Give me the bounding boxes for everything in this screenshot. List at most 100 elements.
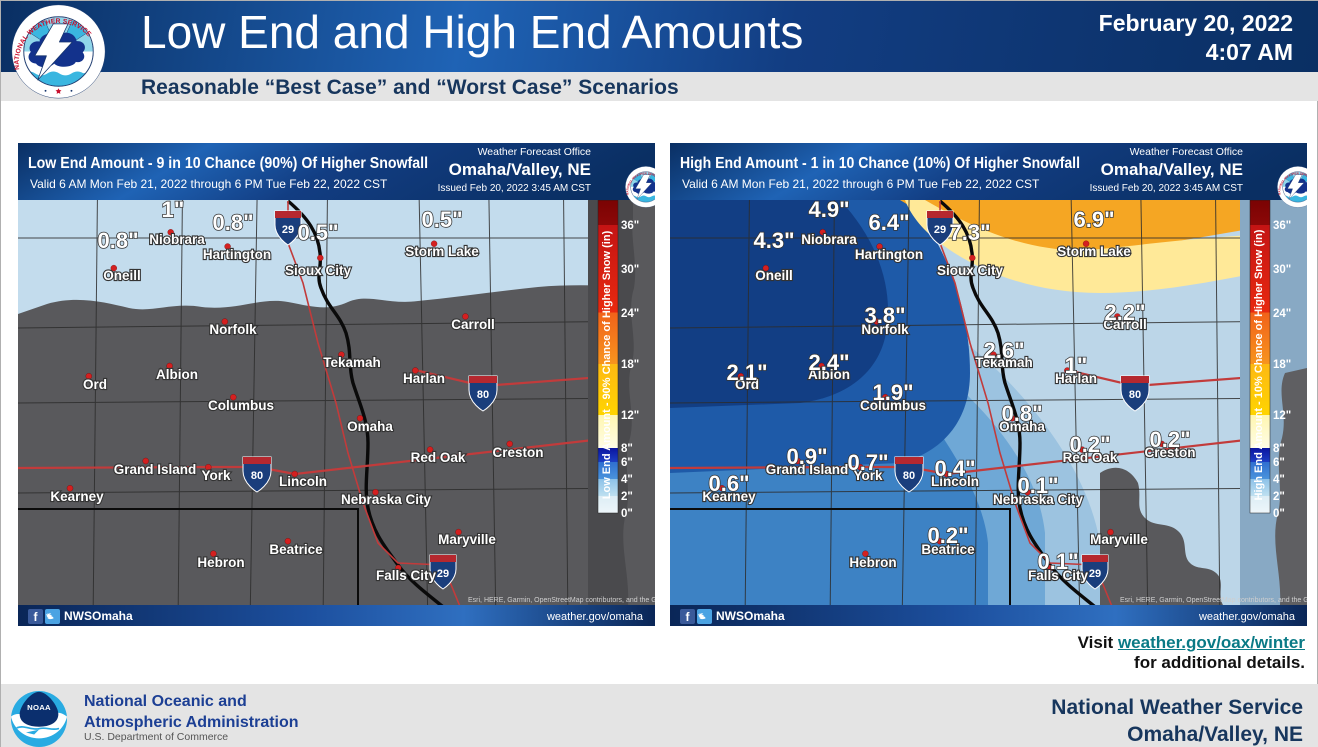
svg-text:80: 80 (477, 389, 489, 401)
svg-text:18": 18" (621, 359, 639, 371)
svg-text:7.3": 7.3" (949, 220, 990, 245)
svg-text:3.8": 3.8" (864, 303, 905, 328)
svg-text:0.5": 0.5" (297, 220, 338, 245)
svg-text:0.2": 0.2" (1069, 432, 1110, 457)
svg-text:Oneill: Oneill (755, 268, 793, 283)
svg-text:Esri, HERE, Garmin, OpenStreet: Esri, HERE, Garmin, OpenStreetMap contri… (468, 597, 655, 604)
svg-text:Weather Forecast Office: Weather Forecast Office (478, 146, 592, 158)
svg-text:Maryville: Maryville (1090, 532, 1148, 547)
svg-text:80: 80 (251, 470, 263, 482)
svg-text:Falls City: Falls City (376, 568, 437, 583)
svg-text:Sioux City: Sioux City (285, 263, 352, 278)
svg-text:2": 2" (621, 491, 633, 503)
svg-text:Beatrice: Beatrice (269, 542, 323, 557)
svg-text:4.3": 4.3" (753, 228, 794, 253)
svg-text:weather.gov/omaha: weather.gov/omaha (546, 611, 644, 623)
svg-text:1": 1" (1065, 353, 1088, 378)
svg-text:Sioux City: Sioux City (937, 263, 1004, 278)
svg-text:High End Amount - 1 in 10 Chan: High End Amount - 1 in 10 Chance (10%) O… (680, 155, 1080, 172)
svg-text:Columbus: Columbus (208, 398, 274, 413)
svg-text:weather.gov/omaha: weather.gov/omaha (1198, 611, 1296, 623)
svg-text:29: 29 (282, 224, 294, 236)
svg-text:4": 4" (621, 474, 633, 486)
svg-text:0.7": 0.7" (847, 450, 888, 475)
svg-text:Omaha: Omaha (347, 419, 393, 434)
svg-text:80: 80 (903, 470, 915, 482)
svg-text:2.1": 2.1" (726, 360, 767, 385)
svg-text:80: 80 (1129, 389, 1141, 401)
svg-text:Niobrara: Niobrara (149, 232, 205, 247)
svg-text:Harlan: Harlan (403, 371, 445, 386)
svg-text:0.4": 0.4" (934, 456, 975, 481)
svg-text:0.8": 0.8" (97, 228, 138, 253)
svg-text:2.6": 2.6" (983, 338, 1024, 363)
svg-text:Ord: Ord (83, 377, 107, 392)
svg-text:Niobrara: Niobrara (801, 232, 857, 247)
svg-text:Omaha/Valley, NE: Omaha/Valley, NE (1101, 160, 1243, 179)
svg-text:Issued Feb 20, 2022 3:45 AM CS: Issued Feb 20, 2022 3:45 AM CST (1090, 183, 1243, 194)
svg-text:0.2": 0.2" (1149, 427, 1190, 452)
svg-text:0.9": 0.9" (786, 444, 827, 469)
svg-text:Valid 6 AM Mon Feb 21, 2022 th: Valid 6 AM Mon Feb 21, 2022 through 6 PM… (30, 177, 388, 191)
svg-text:0.8": 0.8" (212, 210, 253, 235)
svg-text:Grand Island: Grand Island (114, 462, 197, 477)
svg-text:2": 2" (1273, 491, 1285, 503)
svg-text:12": 12" (621, 410, 639, 422)
svg-text:0.2": 0.2" (927, 523, 968, 548)
svg-text:Red Oak: Red Oak (411, 450, 466, 465)
svg-text:24": 24" (621, 308, 639, 320)
svg-text:18": 18" (1273, 359, 1291, 371)
svg-text:Low End Amount - 9 in 10 Chanc: Low End Amount - 9 in 10 Chance (90%) Of… (28, 155, 428, 172)
svg-text:Albion: Albion (156, 367, 198, 382)
svg-text:4.9": 4.9" (808, 197, 849, 222)
svg-text:Weather Forecast Office: Weather Forecast Office (1130, 146, 1244, 158)
svg-text:Lincoln: Lincoln (279, 474, 327, 489)
svg-text:Storm Lake: Storm Lake (1057, 244, 1131, 259)
svg-text:Norfolk: Norfolk (209, 322, 257, 337)
svg-text:1": 1" (162, 197, 185, 222)
svg-text:0": 0" (621, 508, 633, 520)
svg-text:2.2": 2.2" (1104, 300, 1145, 325)
svg-text:NWSOmaha: NWSOmaha (64, 609, 133, 623)
svg-text:6": 6" (1273, 457, 1285, 469)
svg-text:36": 36" (1273, 220, 1291, 232)
svg-text:Carroll: Carroll (451, 317, 495, 332)
svg-text:1.9": 1.9" (872, 380, 913, 405)
svg-text:Tekamah: Tekamah (323, 355, 381, 370)
svg-text:6.9": 6.9" (1073, 207, 1114, 232)
svg-text:0.8": 0.8" (1001, 401, 1042, 426)
svg-text:0.1": 0.1" (1037, 549, 1078, 574)
svg-text:Omaha/Valley, NE: Omaha/Valley, NE (449, 160, 591, 179)
svg-text:24": 24" (1273, 308, 1291, 320)
svg-text:Esri, HERE, Garmin, OpenStreet: Esri, HERE, Garmin, OpenStreetMap contri… (1120, 597, 1307, 604)
svg-text:8": 8" (1273, 443, 1285, 455)
svg-text:Storm Lake: Storm Lake (405, 244, 479, 259)
svg-text:36": 36" (621, 220, 639, 232)
svg-text:Creston: Creston (492, 445, 543, 460)
svg-text:6.4": 6.4" (868, 210, 909, 235)
svg-text:2.4": 2.4" (808, 350, 849, 375)
svg-text:Issued Feb 20, 2022 3:45 AM CS: Issued Feb 20, 2022 3:45 AM CST (438, 183, 591, 194)
svg-text:8": 8" (621, 443, 633, 455)
svg-text:Hebron: Hebron (197, 555, 244, 570)
svg-text:6": 6" (621, 457, 633, 469)
svg-text:Maryville: Maryville (438, 532, 496, 547)
svg-text:Oneill: Oneill (103, 268, 141, 283)
svg-text:0.1": 0.1" (1017, 473, 1058, 498)
svg-text:NOAA: NOAA (27, 703, 51, 712)
svg-text:12": 12" (1273, 410, 1291, 422)
svg-text:29: 29 (1089, 568, 1101, 580)
svg-text:High End Amount - 10% Chance o: High End Amount - 10% Chance of Higher S… (1253, 229, 1265, 500)
svg-text:Hartington: Hartington (855, 247, 923, 262)
svg-text:Kearney: Kearney (50, 489, 104, 504)
svg-text:30": 30" (621, 264, 639, 276)
svg-text:4": 4" (1273, 474, 1285, 486)
svg-text:29: 29 (437, 568, 449, 580)
svg-text:30": 30" (1273, 264, 1291, 276)
svg-text:0.5": 0.5" (421, 207, 462, 232)
svg-text:York: York (201, 468, 231, 483)
svg-text:Hartington: Hartington (203, 247, 271, 262)
svg-text:Nebraska City: Nebraska City (341, 492, 432, 507)
svg-text:Hebron: Hebron (849, 555, 896, 570)
svg-text:29: 29 (934, 224, 946, 236)
